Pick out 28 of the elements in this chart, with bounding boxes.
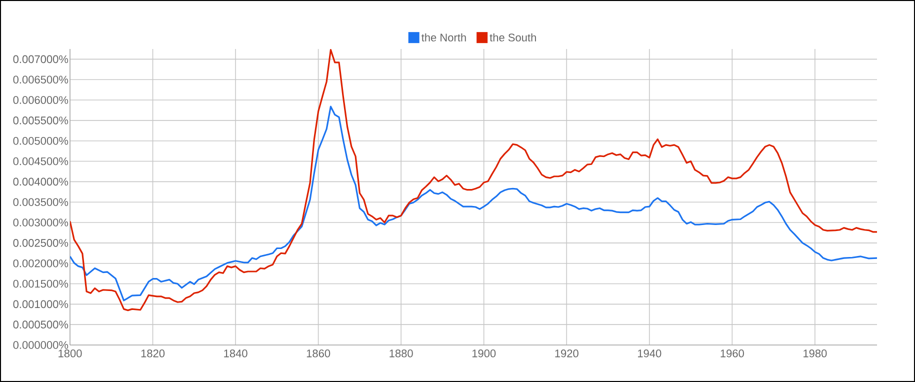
legend-label: the South — [490, 33, 536, 42]
y-tick-label: 0.007000% — [13, 55, 68, 64]
x-tick-label: 1800 — [58, 350, 82, 358]
y-tick-label: 0.003000% — [13, 218, 68, 226]
x-tick-label: 1900 — [472, 350, 496, 358]
x-tick-label: 1960 — [720, 350, 744, 358]
y-tick-label: 0.003500% — [13, 198, 68, 206]
y-tick-label: 0.004000% — [13, 178, 68, 186]
x-tick-label: 1980 — [804, 350, 827, 358]
y-tick-label: 0.001000% — [13, 300, 68, 308]
y-tick-label: 0.002000% — [13, 259, 68, 268]
y-tick-label: 0.000000% — [13, 341, 68, 349]
y-tick-label: 0.006000% — [13, 96, 68, 104]
y-tick-label: 0.004500% — [13, 157, 68, 166]
y-tick-label: 0.006500% — [13, 76, 68, 84]
y-tick-label: 0.000500% — [13, 320, 68, 328]
x-tick-label: 1940 — [638, 350, 662, 358]
y-tick-label: 0.001500% — [13, 280, 68, 288]
legend-label: the North — [422, 33, 466, 42]
x-tick-label: 1840 — [224, 350, 248, 358]
y-tick-label: 0.005000% — [13, 136, 68, 145]
line-series — [70, 49, 878, 312]
x-tick-label: 1820 — [141, 350, 165, 358]
y-tick-label: 0.005500% — [13, 116, 68, 124]
x-tick-label: 1880 — [390, 350, 413, 358]
y-tick-label: 0.002500% — [13, 239, 68, 247]
x-tick-label: 1860 — [306, 350, 330, 358]
x-tick-label: 1920 — [555, 350, 578, 358]
